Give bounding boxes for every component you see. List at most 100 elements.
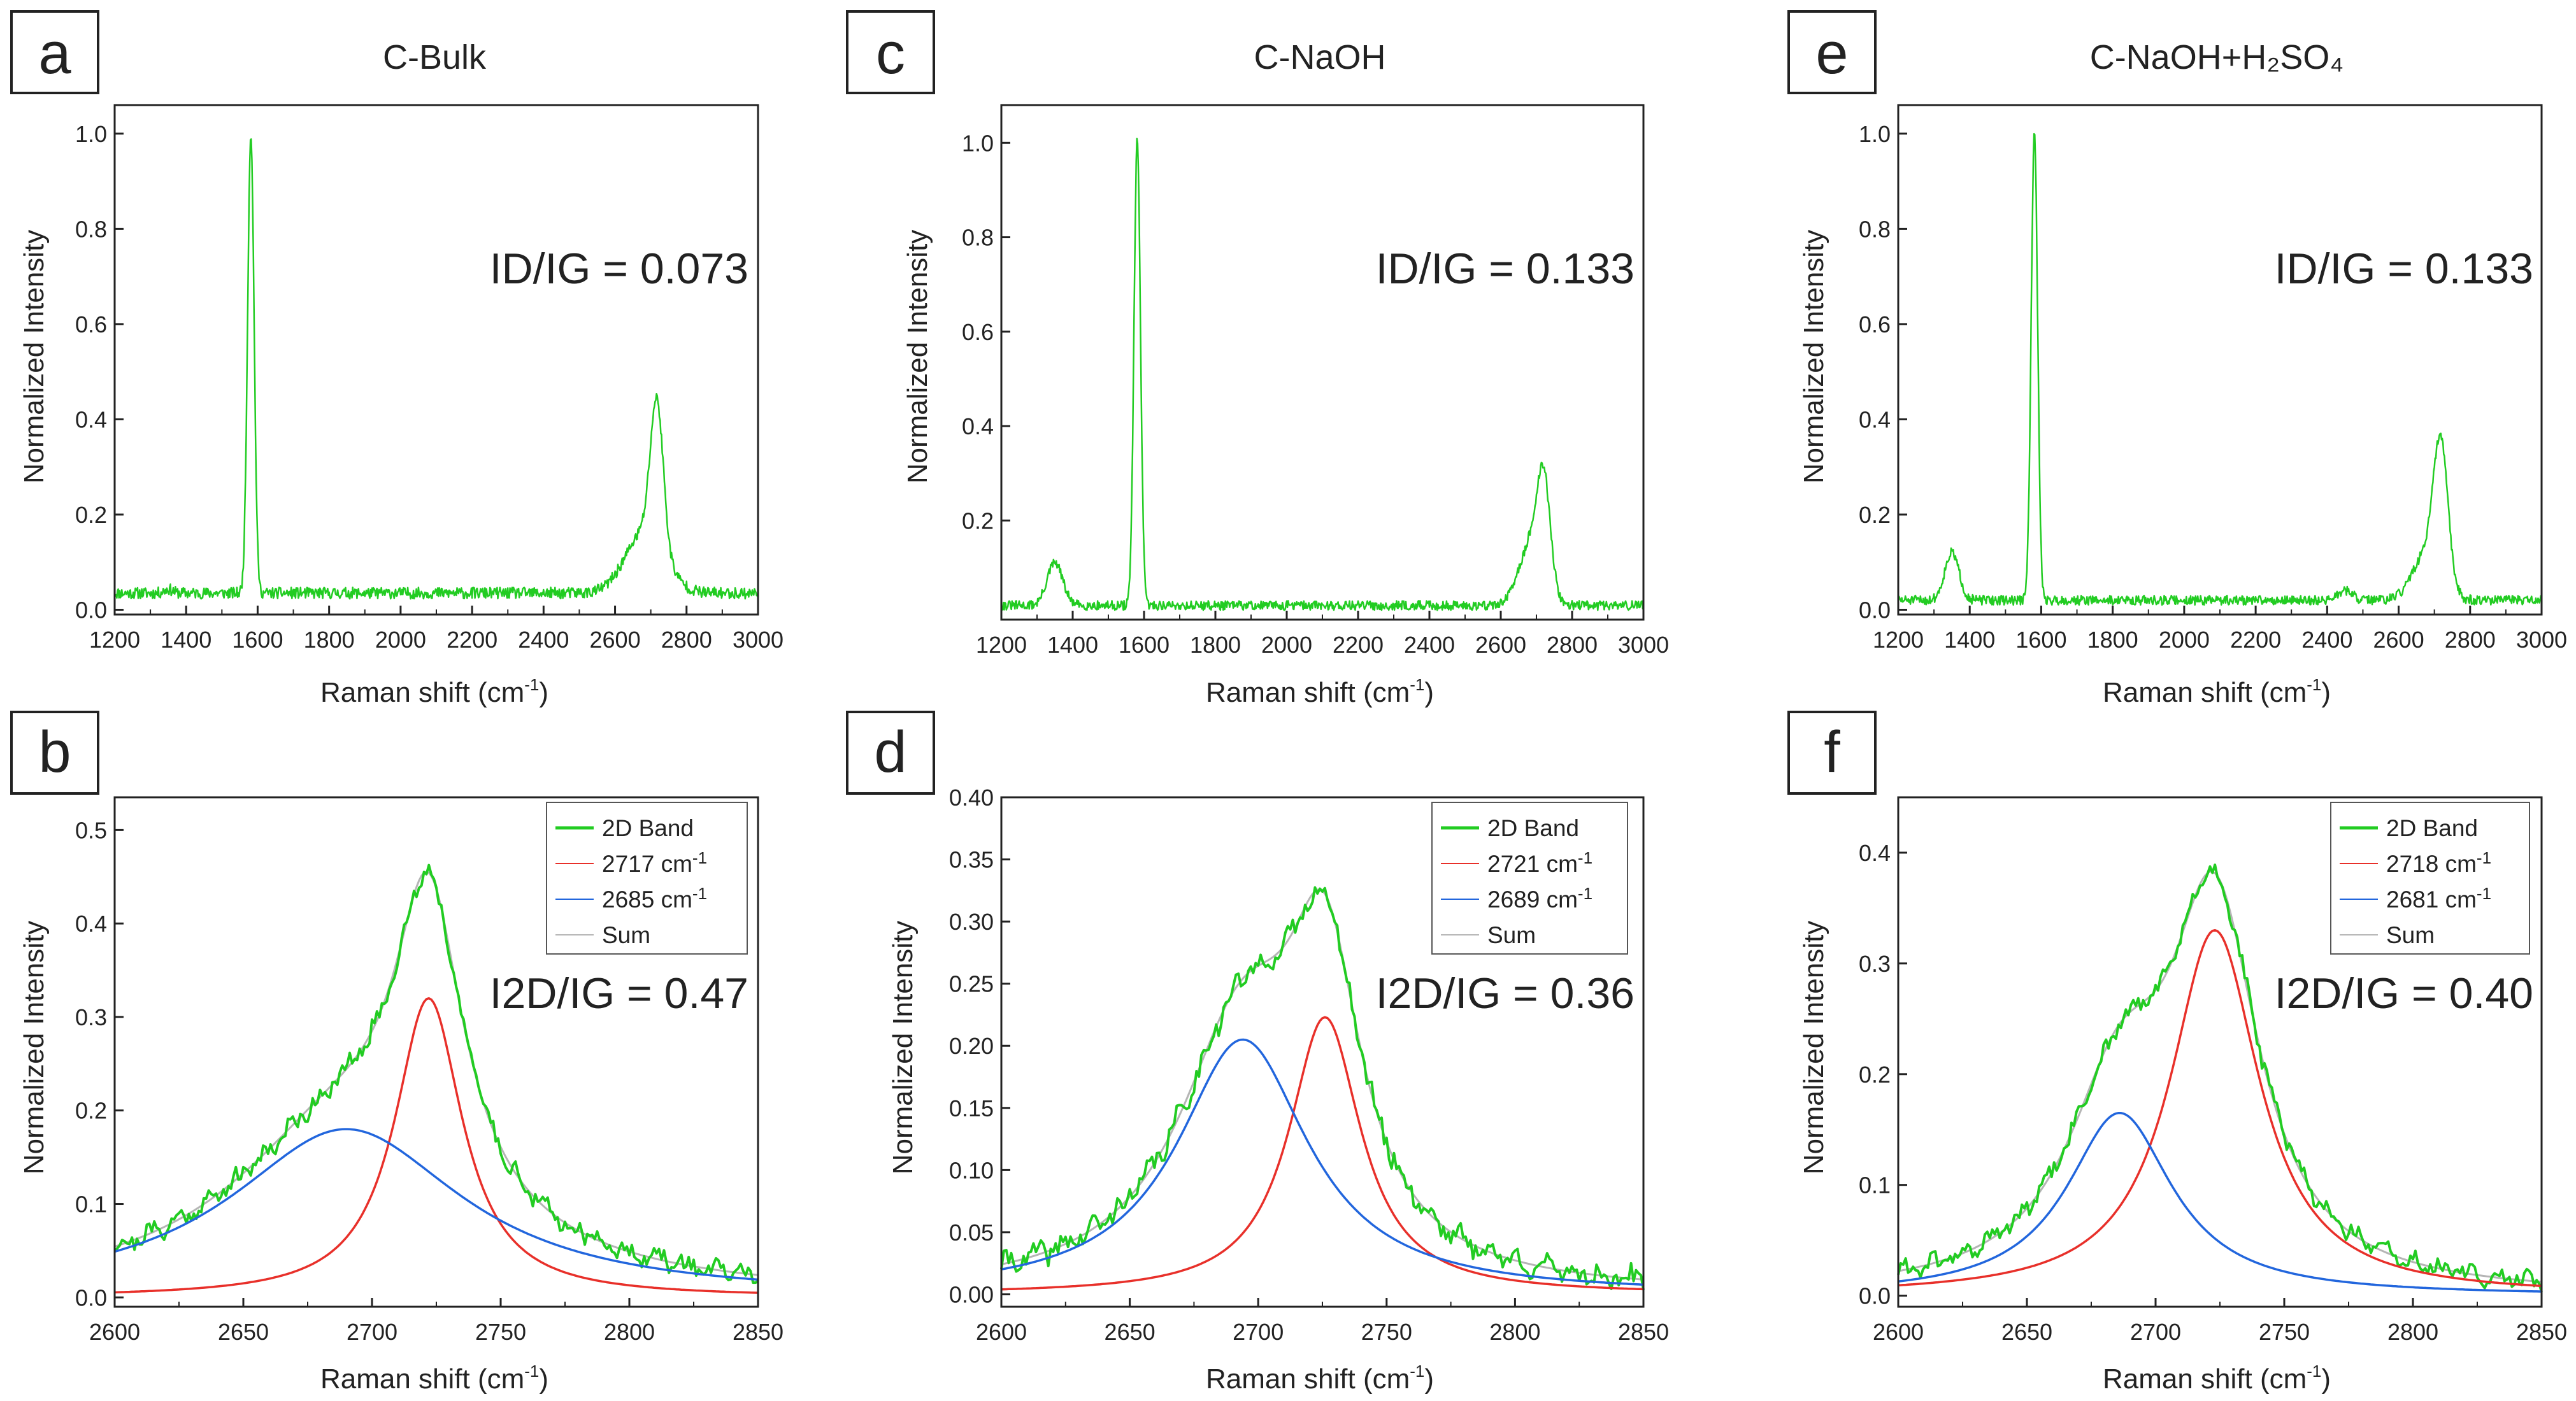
x-tick-label: 2700 [347,1319,397,1345]
panel-letter: e [1815,21,1848,86]
x-tick-label: 2800 [661,627,712,653]
x-tick-label: 2800 [1489,1319,1540,1345]
legend-label: 2685 cm-1 [602,884,707,913]
y-axis-title: Normalized Intensity [18,230,50,484]
legend-label: 2681 cm-1 [2386,884,2491,913]
legend: 2D Band 2721 cm-1 2689 cm-1 Sum [1431,802,1628,955]
series-line-spectrum [1000,138,1645,611]
series-line-spectrum [114,138,759,600]
x-tick-label: 1200 [89,627,140,653]
x-tick-label: 2700 [2130,1319,2181,1345]
legend-label: 2721 cm-1 [1487,848,1592,877]
ratio-annotation: I2D/IG = 0.40 [2275,969,2533,1018]
y-tick-label: 0.8 [1859,216,1891,242]
legend-label: 2689 cm-1 [1487,884,1592,913]
chart-a: 1200 1400 1600 1800 2000 2200 2400 2600 2800 3000… [75,104,784,653]
x-tick-label: 2750 [1361,1319,1412,1345]
x-axis-title: Raman shift (cm-1) [2103,675,2331,708]
legend: 2D Band 2718 cm-1 2681 cm-1 Sum [2330,802,2530,955]
y-tick-label: 0.1 [75,1191,107,1218]
panel-letter-box [1787,10,1877,94]
legend-label: Sum [602,922,650,948]
panel-letter: d [874,720,906,785]
y-tick-label: 0.0 [1859,1283,1891,1309]
panel-letter-box [1787,711,1877,795]
series-line-fit-peak [1898,1111,2542,1293]
x-tick-label: 1400 [1047,632,1098,658]
y-tick-label: 0.4 [962,413,994,439]
x-axis-title: Raman shift (cm-1) [2103,1362,2331,1395]
x-axis-title: Raman shift (cm-1) [1206,1362,1434,1395]
y-tick-label: 1.0 [962,130,994,156]
y-tick-label: 0.1 [1859,1172,1891,1198]
y-tick-label: 0.3 [1859,951,1891,977]
y-tick-label: 0.25 [949,971,994,997]
y-tick-label: 0.2 [75,502,107,528]
x-tick-label: 2400 [1404,632,1455,658]
x-tick-label: 2850 [1618,1319,1669,1345]
panel-letter: c [876,21,905,86]
series-line-2d-band [113,864,759,1284]
y-axis-title: Normalized Intensity [18,921,50,1175]
x-axis-title: Raman shift (cm-1) [320,675,548,708]
legend-label: 2D Band [2386,815,2478,841]
y-tick-label: 1.0 [75,121,107,147]
y-tick-label: 0.4 [75,406,107,432]
y-axis-title: Normalized Intensity [1798,230,1829,484]
x-tick-label: 2650 [1105,1319,1156,1345]
legend-label: Sum [1487,922,1536,948]
x-tick-label: 2850 [2516,1319,2567,1345]
panel-letter: b [38,720,71,785]
y-tick-label: 0.2 [75,1098,107,1124]
x-tick-label: 2650 [2001,1319,2052,1345]
x-tick-label: 2000 [1261,632,1312,658]
ratio-annotation: I2D/IG = 0.36 [1376,969,1635,1018]
x-tick-label: 2400 [518,627,569,653]
x-tick-label: 2800 [604,1319,655,1345]
x-tick-label: 1400 [1944,627,1995,653]
x-tick-label: 2600 [1873,1319,1924,1345]
x-tick-label: 2600 [89,1319,140,1345]
x-tick-label: 2850 [733,1319,784,1345]
y-tick-label: 0.4 [1859,406,1891,432]
y-tick-label: 0.4 [1859,840,1891,866]
y-tick-label: 0.2 [1859,502,1891,528]
x-tick-label: 3000 [1618,632,1669,658]
legend-label: 2D Band [1487,815,1579,841]
x-tick-label: 3000 [2516,627,2567,653]
y-tick-label: 0.0 [75,1284,107,1311]
x-tick-label: 1200 [976,632,1027,658]
y-tick-label: 0.8 [75,216,107,242]
y-tick-label: 0.6 [962,319,994,345]
chart-d: 2600 2650 2700 2750 2800 2850 0.00 0.05 0.10 0.15… [949,785,1669,1345]
y-tick-label: 0.0 [1859,597,1891,623]
y-tick-label: 0.10 [949,1157,994,1183]
y-tick-label: 0.15 [949,1095,994,1121]
panel-letter: f [1824,720,1840,785]
x-tick-label: 2200 [447,627,497,653]
x-tick-label: 2600 [2373,627,2424,653]
x-tick-label: 1600 [232,627,283,653]
chart-f: 2600 2650 2700 2750 2800 2850 0.0 0.1 0.2 0.3 0.4 [1859,796,2567,1345]
ratio-annotation: I2D/IG = 0.47 [490,969,748,1018]
legend-label: 2717 cm-1 [602,848,707,877]
ratio-annotation: ID/IG = 0.073 [490,245,748,293]
panel-title: C-NaOH+H₂SO₄ [2090,38,2344,76]
y-tick-label: 0.05 [949,1220,994,1246]
x-tick-label: 2700 [1233,1319,1284,1345]
x-tick-label: 2800 [2445,627,2496,653]
panel-letter-box [10,10,99,94]
x-tick-label: 2800 [2387,1319,2438,1345]
x-axis-title: Raman shift (cm-1) [1206,675,1434,708]
y-tick-label: 0.4 [75,911,107,937]
panel-letter-box [846,10,935,94]
panel-b: b I2D/IG = 0.47 Raman shift (cm-1) Norma… [10,711,748,1395]
x-tick-label: 3000 [733,627,784,653]
panel-e: e C-NaOH+H₂SO₄ ID/IG = 0.133 Raman shift… [1787,10,2533,708]
x-tick-label: 2750 [475,1319,526,1345]
x-tick-label: 2000 [375,627,426,653]
ratio-annotation: ID/IG = 0.133 [2275,245,2533,293]
plot-frame [1000,104,1645,621]
ratio-annotation: ID/IG = 0.133 [1376,245,1635,293]
y-tick-label: 0.20 [949,1033,994,1059]
